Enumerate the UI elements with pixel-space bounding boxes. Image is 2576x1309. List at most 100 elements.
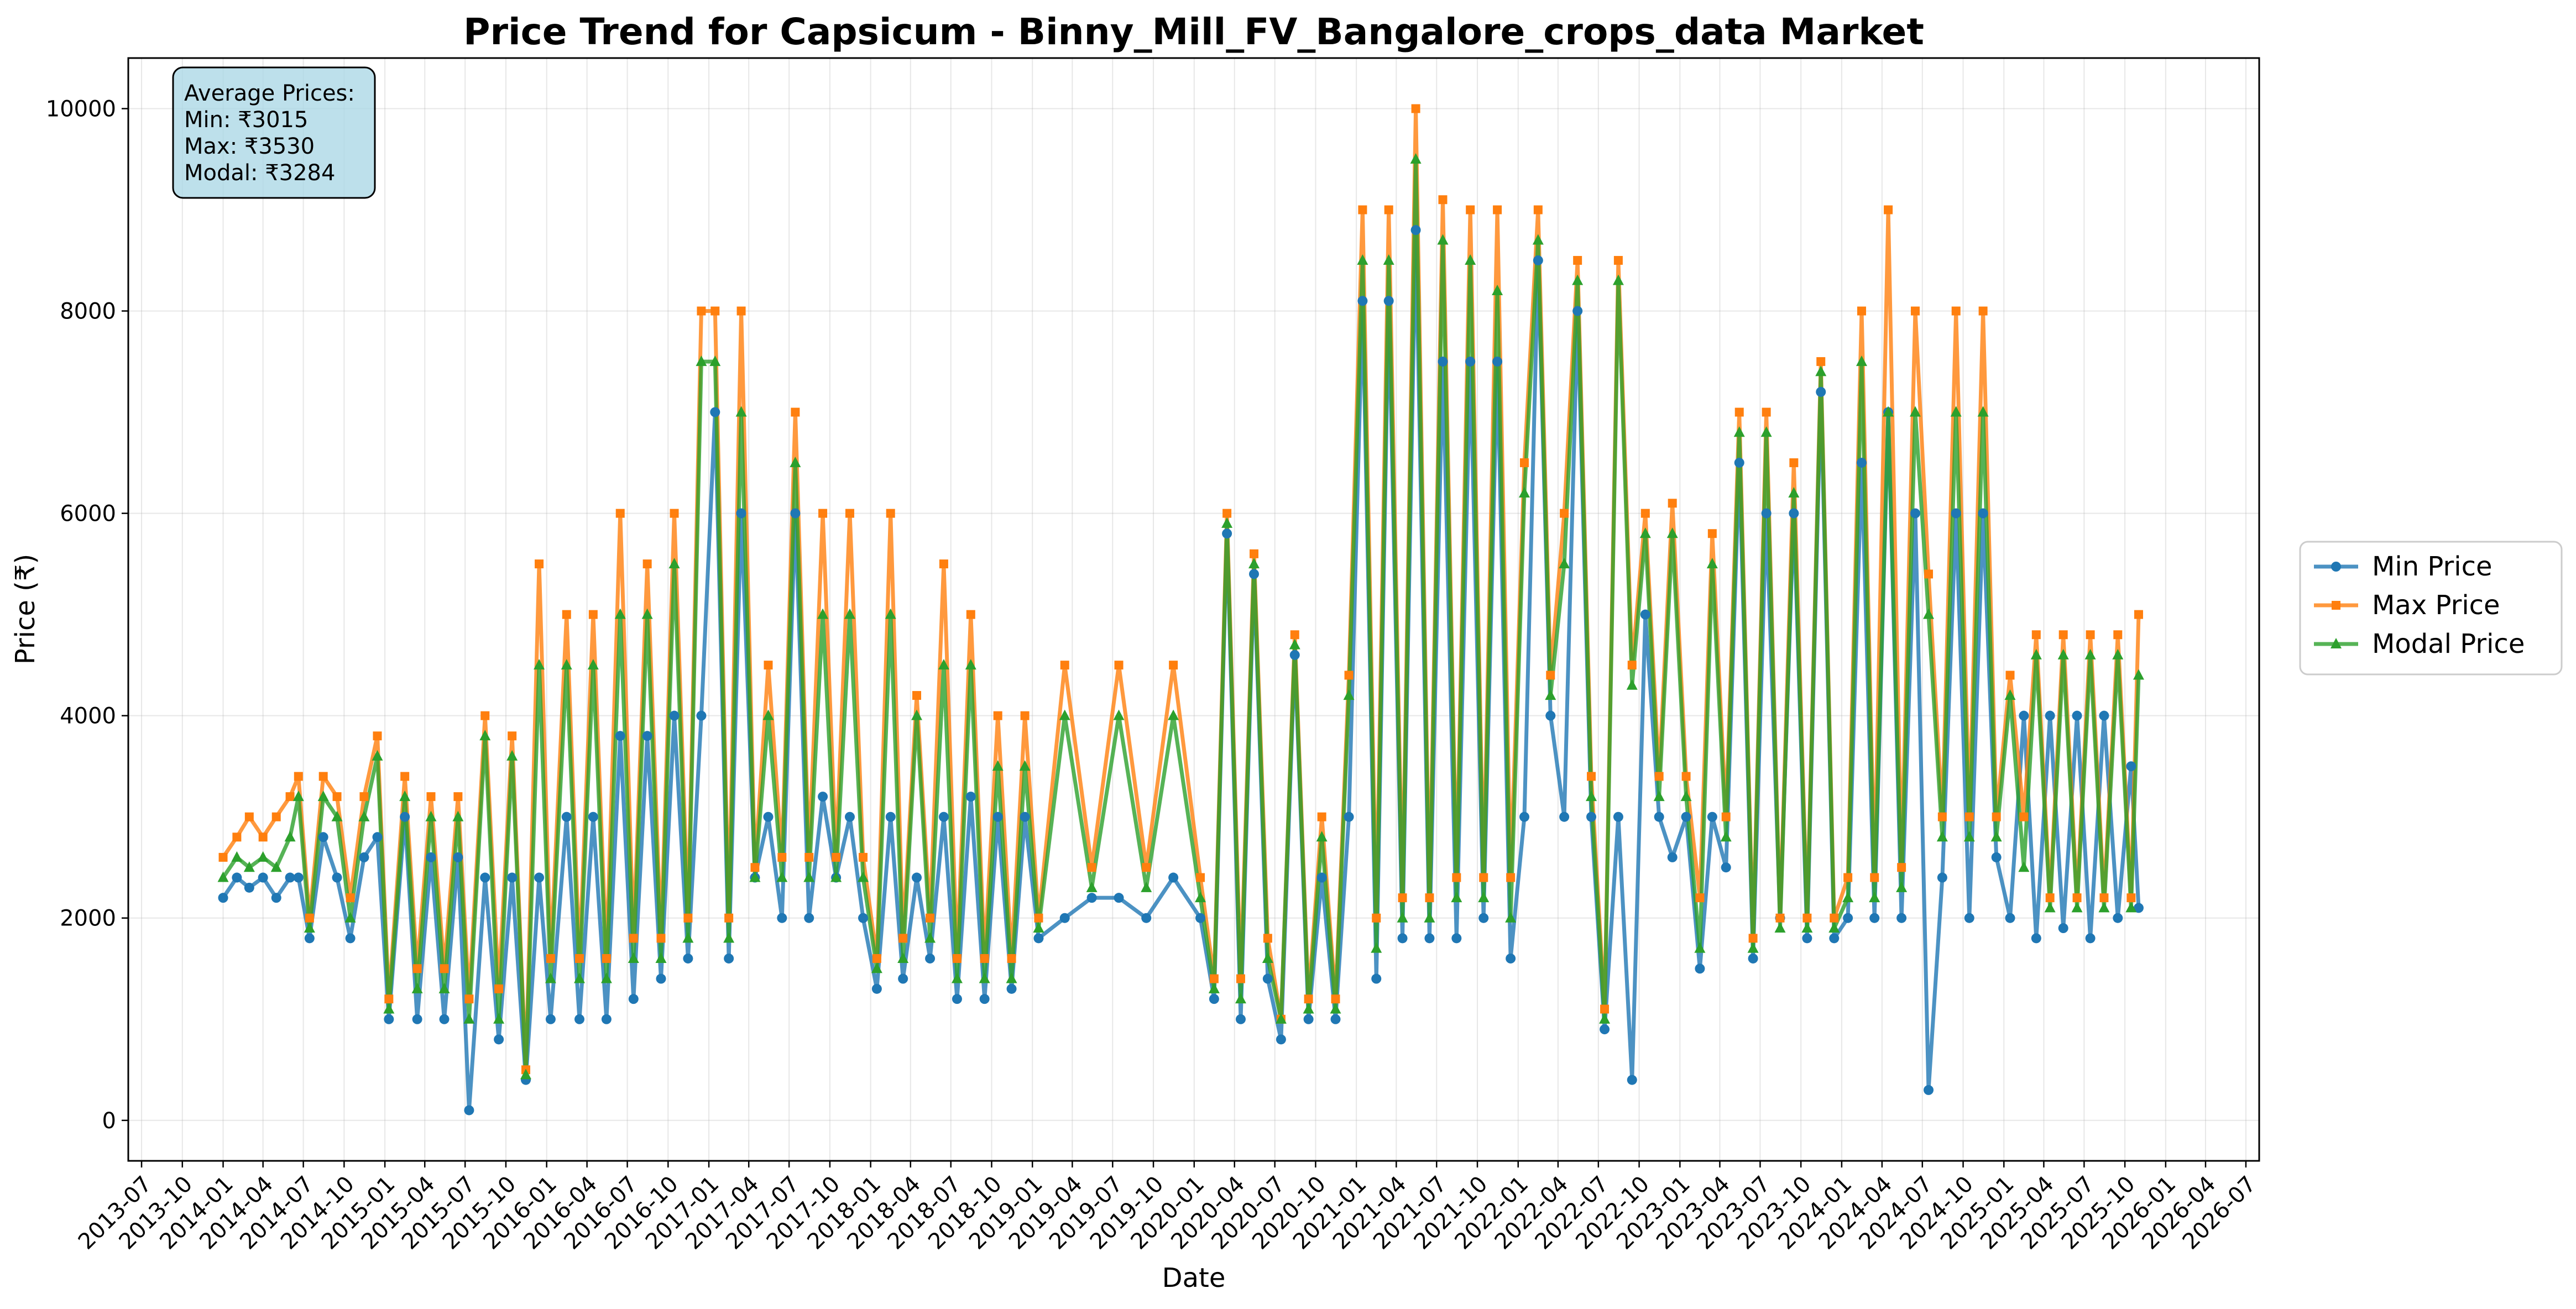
max-price-point bbox=[1411, 104, 1420, 113]
modal-price-point bbox=[2018, 861, 2030, 872]
max-price-point bbox=[1493, 205, 1502, 214]
min-price-point bbox=[1141, 913, 1152, 923]
max-price-point bbox=[1627, 661, 1637, 670]
min-price-point bbox=[400, 811, 410, 822]
legend-item-modal-price: Modal Price bbox=[2314, 629, 2525, 659]
max-price-point bbox=[494, 984, 504, 993]
min-price-point bbox=[818, 792, 828, 802]
max-price-point bbox=[818, 509, 828, 518]
max-price-point bbox=[1438, 195, 1448, 205]
modal-price-point bbox=[520, 1069, 532, 1080]
modal-price-point bbox=[1747, 942, 1759, 953]
min-price-point bbox=[938, 811, 949, 822]
modal-price-point bbox=[1869, 892, 1880, 903]
min-price-point bbox=[258, 872, 268, 883]
min-price-point bbox=[1654, 811, 1664, 822]
min-price-point bbox=[871, 983, 882, 994]
min-price-point bbox=[2005, 913, 2015, 923]
modal-price-point bbox=[1774, 922, 1786, 933]
max-price-point bbox=[1640, 509, 1650, 518]
modal-price-point bbox=[1842, 892, 1854, 903]
max-price-point bbox=[1398, 893, 1407, 903]
max-price-point bbox=[1775, 913, 1785, 923]
modal-price-point bbox=[1586, 790, 1597, 802]
modal-price-point bbox=[2057, 648, 2069, 659]
chart-title: Price Trend for Capsicum - Binny_Mill_FV… bbox=[463, 11, 1924, 53]
modal-price-point bbox=[1720, 831, 1732, 842]
max-price-point bbox=[2031, 630, 2041, 640]
min-price-point bbox=[244, 882, 254, 893]
y-axis-label: Price (₹) bbox=[10, 554, 41, 664]
min-price-point bbox=[1586, 811, 1597, 822]
modal-price-point bbox=[493, 1013, 505, 1024]
min-price-point bbox=[1410, 225, 1421, 235]
legend-swatch-marker bbox=[2331, 562, 2341, 572]
min-price-point bbox=[2058, 923, 2068, 934]
modal-price-point bbox=[1626, 679, 1638, 690]
max-price-point bbox=[1762, 407, 1771, 417]
modal-price-point bbox=[1599, 1013, 1611, 1024]
max-price-point bbox=[1546, 671, 1555, 680]
grid bbox=[128, 58, 2259, 1161]
max-price-point bbox=[845, 509, 854, 518]
modal-price-point bbox=[1019, 760, 1031, 771]
legend: Min Price Max Price Modal Price bbox=[2299, 541, 2563, 676]
modal-price-point bbox=[358, 810, 370, 821]
max-price-point bbox=[939, 559, 948, 569]
min-price-point bbox=[1734, 458, 1744, 468]
max-price-point bbox=[1425, 893, 1434, 903]
max-price-point bbox=[1087, 863, 1096, 872]
modal-price-point bbox=[2133, 669, 2144, 680]
modal-price-point bbox=[1465, 254, 1476, 265]
max-price-point bbox=[872, 954, 881, 963]
modal-price-point bbox=[1208, 982, 1220, 993]
min-price-point bbox=[1424, 933, 1435, 944]
max-price-point bbox=[1560, 509, 1569, 518]
min-price-point bbox=[615, 731, 625, 741]
min-price-point bbox=[710, 407, 720, 417]
min-price-point bbox=[1519, 811, 1529, 822]
max-price-point bbox=[244, 812, 254, 821]
modal-price-point bbox=[1815, 365, 1827, 376]
modal-price-point bbox=[2084, 648, 2096, 659]
min-price-point bbox=[1438, 357, 1448, 367]
modal-price-point bbox=[1357, 254, 1368, 265]
min-price-point bbox=[588, 811, 598, 822]
max-price-point bbox=[1613, 256, 1623, 265]
min-price-point bbox=[1383, 296, 1394, 306]
modal-price-point bbox=[545, 972, 556, 983]
min-price-point bbox=[601, 1014, 612, 1024]
min-price-point bbox=[1262, 973, 1273, 984]
min-price-point bbox=[1397, 933, 1408, 944]
min-price-point bbox=[1235, 1014, 1246, 1024]
min-price-point bbox=[1869, 913, 1880, 923]
max-price-point bbox=[1707, 529, 1717, 538]
min-price-point bbox=[1695, 964, 1705, 974]
min-price-point bbox=[642, 731, 652, 741]
min-price-point bbox=[1276, 1034, 1286, 1045]
modal-price-point bbox=[992, 760, 1004, 771]
max-price-point bbox=[750, 863, 760, 872]
max-price-point bbox=[412, 964, 422, 973]
modal-price-point bbox=[534, 659, 545, 670]
min-price-point bbox=[736, 508, 746, 519]
min-price-point bbox=[1249, 569, 1260, 579]
modal-price-point bbox=[817, 608, 829, 619]
max-price-point bbox=[966, 610, 975, 619]
max-price-point bbox=[1681, 772, 1691, 781]
min-price-point bbox=[858, 913, 869, 923]
min-price-point bbox=[1478, 913, 1489, 923]
series-markers bbox=[217, 104, 2144, 1116]
modal-price-point bbox=[438, 982, 450, 993]
min-price-point bbox=[1316, 872, 1327, 883]
modal-price-point bbox=[776, 871, 788, 882]
min-price-point bbox=[318, 832, 328, 842]
max-price-point bbox=[2126, 893, 2136, 903]
modal-price-point bbox=[270, 861, 282, 872]
modal-price-point bbox=[231, 851, 243, 862]
modal-price-point bbox=[2125, 902, 2137, 913]
modal-price-point bbox=[2071, 902, 2083, 913]
min-price-point bbox=[1506, 953, 1516, 964]
max-price-point bbox=[980, 954, 989, 963]
max-price-point bbox=[1573, 256, 1582, 265]
